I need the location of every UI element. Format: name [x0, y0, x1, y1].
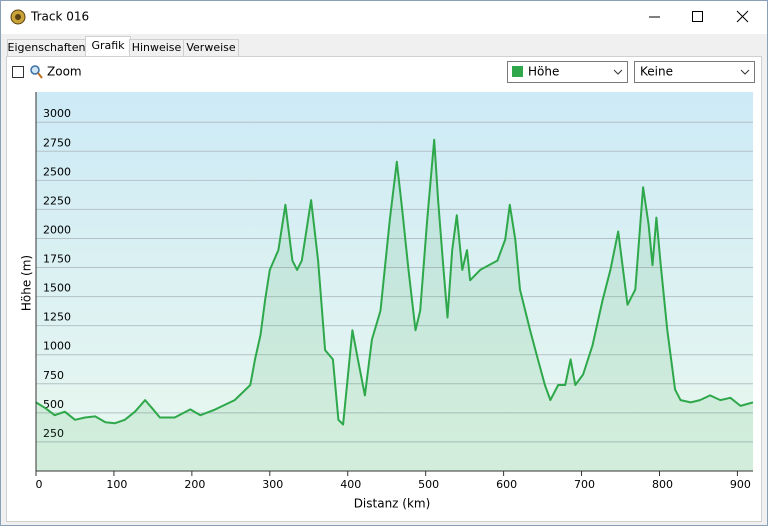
plot-area	[36, 92, 753, 471]
x-tick-label: 0	[36, 478, 43, 491]
x-tick-label: 300	[262, 478, 283, 491]
y-tick-label: 2000	[43, 223, 71, 236]
y-tick-label: 2750	[43, 136, 71, 149]
zoom-checkbox[interactable]	[12, 66, 24, 78]
y-tick-label: 250	[43, 427, 64, 440]
y-tick-label: 2500	[43, 165, 71, 178]
y-tick-label: 1750	[43, 253, 71, 266]
y-axis-label: Höhe (m)	[20, 255, 34, 311]
y-tick-label: 3000	[43, 107, 71, 120]
tab-bar: Eigenschaften Grafik Hinweise Verweise	[7, 36, 239, 57]
y-tick-label: 750	[43, 369, 64, 382]
window-title: Track 016	[30, 10, 89, 24]
y-tick-label: 1250	[43, 311, 71, 324]
second-select[interactable]	[634, 61, 755, 83]
x-axis-label: Distanz (km)	[354, 497, 431, 511]
tab-label[interactable]: Grafik	[91, 39, 125, 52]
y-tick-label: 1000	[43, 340, 71, 353]
x-tick-label: 900	[730, 478, 751, 491]
tab-label[interactable]: Hinweise	[132, 41, 182, 54]
x-tick-label: 600	[496, 478, 517, 491]
elevation-line	[35, 138, 754, 426]
x-tick-label: 700	[574, 478, 595, 491]
second-select-value[interactable]: Keine	[640, 65, 673, 79]
zoom-label[interactable]: Zoom	[47, 65, 82, 79]
maximize-button[interactable]	[692, 11, 703, 22]
plot: 2505007501000125015001750200022502500275…	[35, 92, 754, 491]
x-tick-label: 400	[340, 478, 361, 491]
series-color-swatch	[512, 66, 523, 77]
series-select-value[interactable]: Höhe	[528, 65, 559, 79]
x-tick-label: 100	[106, 478, 127, 491]
tab-label[interactable]: Eigenschaften	[8, 41, 86, 54]
dropdown-arrow	[740, 69, 750, 75]
title-bar	[1, 1, 767, 34]
y-tick-label: 500	[43, 398, 64, 411]
app-icon-center	[15, 14, 21, 20]
tab-label[interactable]: Verweise	[186, 41, 236, 54]
series-select[interactable]	[507, 61, 628, 83]
x-tick-label: 800	[652, 478, 673, 491]
close-button[interactable]	[736, 10, 749, 23]
y-tick-label: 1500	[43, 282, 71, 295]
x-tick-label: 200	[184, 478, 205, 491]
y-tick-label: 2250	[43, 194, 71, 207]
zoom-icon	[30, 65, 40, 75]
x-tick-label: 500	[418, 478, 439, 491]
zoom-icon-handle	[37, 72, 43, 79]
area-fill	[36, 139, 753, 471]
dropdown-arrow	[613, 69, 623, 75]
